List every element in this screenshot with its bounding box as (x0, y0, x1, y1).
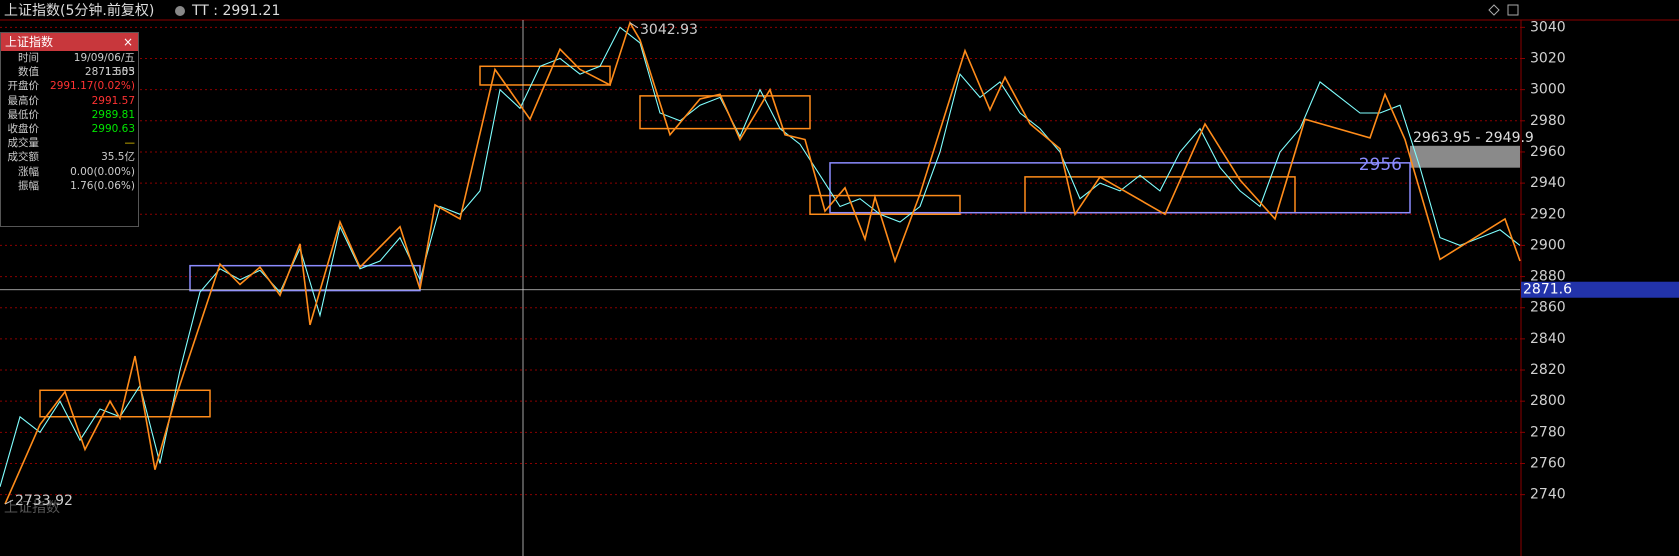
row-value: 2991.17(0.02%) (50, 80, 135, 93)
panel-rows: 时间 19/09/06/五 13:05 数值 2871.553 开盘价 2991.17(0… (1, 51, 138, 193)
low-pointer (4, 499, 14, 505)
panel-title: 上证指数 (5, 35, 54, 49)
indicator-value: TT : 2991.21 (191, 3, 280, 19)
y-tick-label: 2960 (1530, 144, 1566, 160)
row-value: 2991.57 (91, 94, 135, 107)
window-button[interactable] (1507, 4, 1519, 16)
range-box (1024, 176, 1296, 214)
row-value: 2990.63 (91, 122, 135, 135)
close-button[interactable]: × (122, 35, 133, 49)
diamond-button[interactable] (1488, 4, 1500, 16)
range-box (809, 194, 961, 216)
range-band-label: 2963.95 - 2949.9 (1413, 130, 1534, 146)
y-tick-label: 2820 (1530, 362, 1566, 378)
y-tick-label: 2900 (1530, 237, 1566, 253)
row-label: 开盘价 (7, 80, 40, 93)
panel-row: 成交量 — (1, 136, 138, 150)
high-pointer (629, 22, 639, 29)
y-tick-label: 2840 (1530, 331, 1566, 347)
y-tick-label: 2940 (1530, 175, 1566, 191)
title-bar (0, 0, 1679, 20)
y-tick-label: 2800 (1530, 393, 1566, 409)
row-label: 最低价 (7, 108, 40, 121)
price-line (4, 20, 1521, 505)
row-label: 最高价 (7, 94, 40, 107)
y-tick-label: 3020 (1530, 50, 1566, 66)
y-tick-label: 3000 (1530, 82, 1566, 98)
plot: 上证指数 2963.95 - 2949.9 2956 3042.93 2733.92 (0, 20, 1534, 556)
box-label: 2956 (1359, 155, 1402, 175)
crosshair-label: 2871.6 (1523, 282, 1572, 298)
row-label: 数值 (18, 66, 39, 79)
range-box (829, 162, 1411, 214)
row-value: — (124, 137, 136, 150)
y-tick-label: 2740 (1530, 487, 1566, 503)
row-value: 19/09/06/五 13:05 (73, 52, 135, 79)
row-value: 1.76(0.06%) (70, 179, 135, 192)
row-value: 2871.553 (84, 66, 135, 79)
row-label: 涨幅 (18, 165, 39, 178)
info-panel: 上证指数 × 时间 19/09/06/五 13:05 数值 2871.553 开盘价 299… (0, 32, 139, 227)
y-tick-label: 2780 (1530, 424, 1566, 440)
panel-row: 时间 19/09/06/五 13:05 (1, 51, 138, 79)
panel-row: 涨幅 0.00(0.00%) (1, 165, 138, 179)
y-tick-label: 2760 (1530, 455, 1566, 471)
panel-header: 上证指数 × (1, 33, 138, 51)
crosshair-tag (1521, 281, 1679, 298)
y-tick-label: 2980 (1530, 113, 1566, 129)
row-label: 振幅 (18, 179, 39, 192)
row-value: 2989.81 (91, 108, 135, 121)
range-box (639, 95, 811, 130)
y-tick-label: 3040 (1530, 19, 1566, 35)
watermark: 上证指数 (4, 500, 60, 516)
info-icon[interactable] (175, 6, 185, 16)
row-label: 成交额 (7, 151, 40, 164)
low-label: 2733.92 (15, 493, 73, 509)
range-band (1410, 145, 1520, 168)
panel-row: 收盘价 2990.63 (1, 122, 138, 136)
panel-row: 开盘价 2991.17(0.02%) (1, 79, 138, 93)
range-box (39, 389, 211, 418)
row-label: 时间 (18, 52, 39, 64)
panel-row: 最高价 2991.57 (1, 94, 138, 108)
row-label: 收盘价 (7, 122, 40, 135)
y-tick-label: 2920 (1530, 206, 1566, 222)
panel-row: 数值 2871.553 (1, 65, 138, 79)
chart-title: 上证指数(5分钟.前复权) (4, 2, 154, 19)
y-tick-label: 2860 (1530, 300, 1566, 316)
panel-row: 最低价 2989.81 (1, 108, 138, 122)
high-label: 3042.93 (640, 22, 698, 38)
panel-row: 成交额 35.5亿 (1, 150, 138, 164)
row-label: 成交量 (7, 137, 40, 150)
row-value: 0.00(0.00%) (70, 165, 135, 178)
row-value: 35.5亿 (101, 151, 135, 164)
panel-row: 振幅 1.76(0.06%) (1, 179, 138, 193)
y-tick-label: 2880 (1530, 269, 1566, 285)
